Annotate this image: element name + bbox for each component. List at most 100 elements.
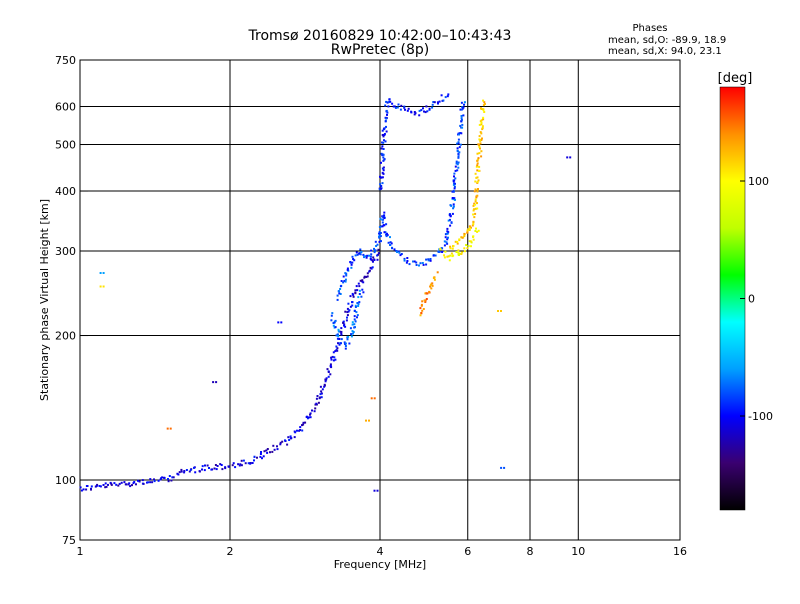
data-point — [406, 109, 409, 112]
data-point — [344, 272, 347, 275]
data-point — [425, 258, 428, 261]
data-point — [476, 164, 479, 167]
data-point — [113, 482, 116, 485]
data-point — [457, 161, 460, 164]
data-point — [456, 149, 459, 152]
data-point — [346, 314, 349, 317]
data-point — [382, 169, 385, 172]
data-point — [334, 350, 337, 353]
data-point — [503, 466, 506, 469]
data-point — [333, 356, 336, 359]
data-point — [476, 202, 478, 205]
data-point — [360, 295, 363, 298]
data-point — [351, 321, 354, 324]
data-point — [343, 341, 346, 344]
data-point — [472, 209, 475, 212]
data-point — [380, 240, 382, 243]
data-point — [163, 476, 166, 479]
data-point — [365, 276, 368, 278]
data-point — [429, 259, 432, 262]
data-point — [371, 266, 374, 269]
data-point — [183, 471, 186, 474]
data-point — [467, 228, 470, 231]
data-point — [388, 98, 391, 101]
data-point — [407, 107, 410, 110]
data-point — [447, 219, 450, 222]
data-point — [425, 105, 428, 108]
data-point — [309, 413, 311, 416]
data-point — [329, 365, 332, 367]
data-point — [460, 115, 463, 117]
data-point — [466, 231, 469, 234]
data-point — [444, 236, 447, 239]
data-point — [430, 282, 433, 285]
data-point — [381, 167, 384, 170]
data-point — [98, 485, 101, 487]
data-point — [446, 255, 449, 258]
data-point — [480, 119, 483, 122]
data-point — [117, 484, 120, 487]
data-point — [404, 108, 406, 111]
data-point — [472, 204, 475, 207]
data-point — [354, 326, 356, 329]
data-point — [206, 464, 209, 467]
x-tick-label: 16 — [673, 545, 687, 558]
data-point — [232, 462, 235, 465]
data-point — [476, 189, 479, 192]
data-point — [431, 103, 434, 106]
data-point — [461, 251, 464, 254]
data-point — [370, 249, 373, 252]
data-point — [413, 260, 416, 263]
data-point — [361, 288, 364, 291]
data-point — [431, 106, 434, 109]
data-point — [450, 252, 453, 255]
data-point — [477, 229, 480, 232]
data-point — [382, 159, 385, 162]
data-point — [344, 347, 347, 350]
data-point — [345, 319, 348, 322]
data-point — [475, 165, 478, 168]
data-point — [261, 457, 263, 460]
data-point — [474, 188, 477, 191]
data-point — [434, 254, 437, 257]
data-point — [452, 207, 455, 210]
data-point — [458, 238, 461, 241]
data-point — [372, 256, 375, 259]
data-point — [443, 244, 446, 247]
data-point — [476, 230, 479, 233]
data-point — [118, 482, 121, 485]
data-point — [379, 183, 382, 186]
data-point — [375, 245, 378, 247]
data-point — [386, 113, 388, 116]
data-point — [497, 310, 499, 312]
data-point — [279, 443, 282, 446]
data-point — [299, 426, 302, 429]
data-point — [429, 258, 432, 260]
data-point — [166, 427, 169, 430]
data-point — [365, 256, 368, 259]
data-point — [461, 236, 464, 239]
data-point — [458, 146, 461, 149]
data-point — [240, 464, 243, 467]
data-point — [380, 176, 383, 179]
data-point — [277, 321, 280, 324]
data-point — [387, 105, 390, 108]
data-point — [432, 277, 435, 279]
data-point — [476, 162, 479, 165]
data-point — [334, 358, 337, 361]
data-point — [104, 482, 107, 485]
y-tick-label: 200 — [55, 330, 76, 343]
data-point — [354, 254, 357, 257]
data-point — [177, 473, 180, 476]
data-point — [340, 332, 343, 335]
data-point — [323, 385, 326, 388]
data-point — [477, 157, 480, 160]
data-point — [398, 251, 401, 254]
data-point — [425, 263, 428, 266]
data-point — [443, 256, 446, 259]
data-point — [469, 227, 471, 230]
data-point — [330, 358, 333, 361]
data-point — [287, 436, 290, 439]
data-point — [408, 263, 411, 266]
data-point — [472, 220, 475, 223]
